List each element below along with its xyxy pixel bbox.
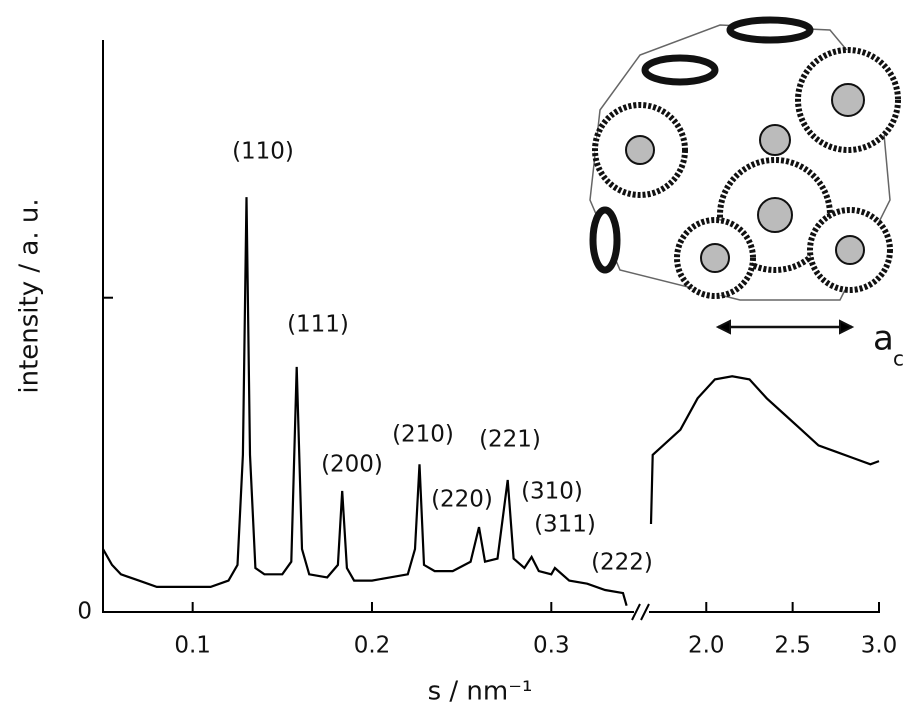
x-tick-label: 0.3: [533, 633, 570, 659]
x-tick-label: 2.0: [688, 633, 725, 659]
data-line: [102, 197, 628, 607]
peak-label: (220): [431, 487, 493, 513]
peak-label: (200): [321, 452, 383, 478]
axis-break: [631, 603, 650, 621]
inset-label-subscript: c: [893, 347, 904, 371]
peak-label: (310): [521, 479, 583, 505]
x-axis-label: s / nm⁻¹: [428, 677, 533, 707]
x-tick-label: 3.0: [861, 633, 898, 659]
peak-label: (110): [232, 139, 294, 165]
inset-structure: [589, 16, 901, 335]
peak-label: (111): [287, 312, 349, 338]
peak-label: (311): [534, 512, 596, 538]
x-tick-label: 0.2: [354, 633, 391, 659]
peak-label: (222): [591, 550, 653, 576]
data-line: [649, 375, 880, 525]
peak-label: (221): [479, 427, 541, 453]
x-tick-label: 2.5: [774, 633, 811, 659]
y-axis-label: intensity / a. u.: [15, 198, 45, 393]
inset-label: a: [873, 319, 894, 359]
y-tick-label: 0: [77, 599, 92, 625]
peak-label: (210): [392, 422, 454, 448]
x-tick-label: 0.1: [174, 633, 211, 659]
